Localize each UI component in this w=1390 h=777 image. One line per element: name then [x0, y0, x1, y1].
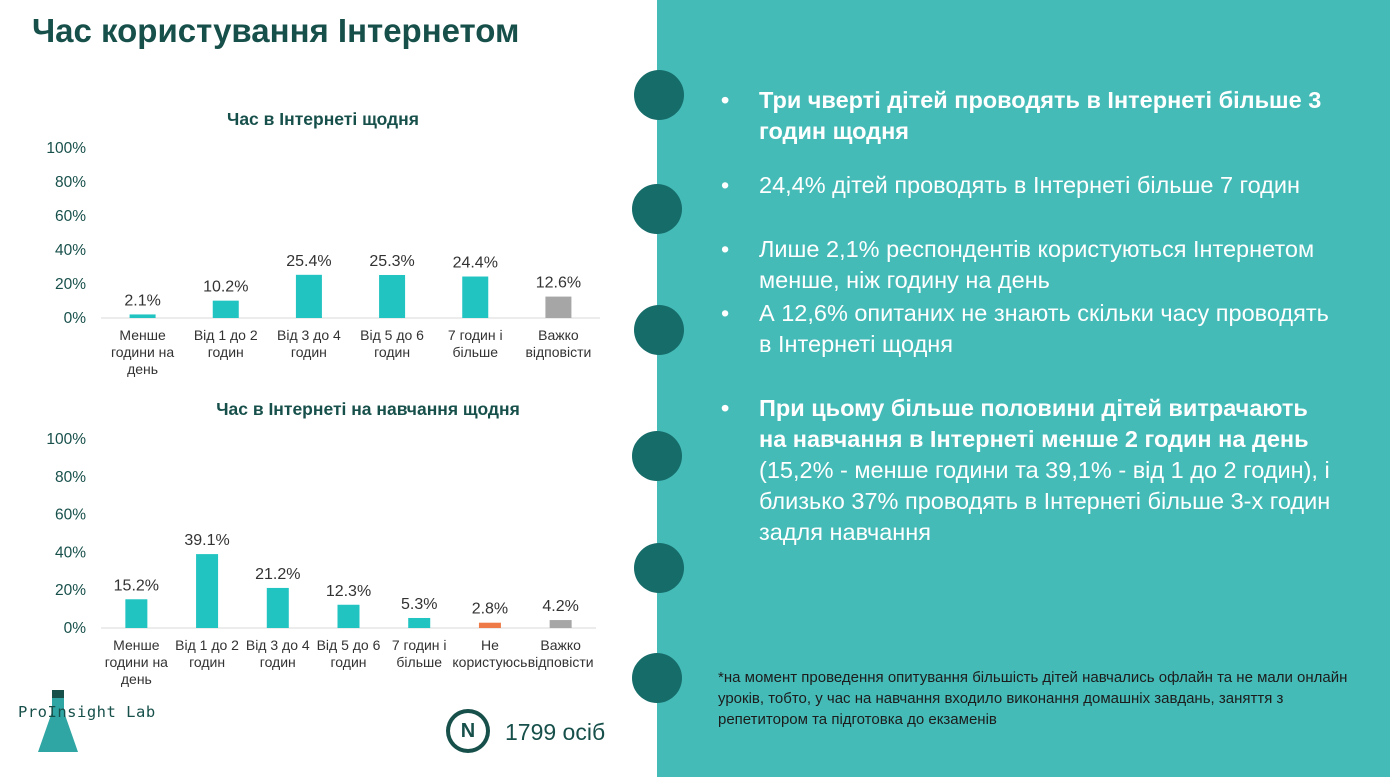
bar [462, 276, 489, 318]
bullet-text: Три чверті дітей проводять в Інтернеті б… [759, 87, 1322, 144]
sample-size: 1799 осіб [505, 719, 606, 745]
data-label: 2.8% [472, 601, 508, 618]
data-label: 25.4% [286, 253, 331, 270]
y-tick-label: 40% [55, 242, 86, 259]
x-tick-label: більше [396, 654, 442, 670]
x-tick-label: день [127, 361, 158, 377]
data-label: 15.2% [114, 577, 159, 594]
bar [337, 604, 360, 628]
y-tick-label: 20% [55, 276, 86, 293]
data-label: 21.2% [255, 566, 300, 583]
sample-badge-icon: N [446, 709, 490, 753]
bullet-marker: • [721, 300, 730, 326]
y-tick-label: 60% [55, 208, 86, 225]
x-tick-label: користуюсь [452, 654, 527, 670]
y-tick-label: 20% [55, 582, 86, 599]
x-tick-label: більше [452, 344, 498, 360]
x-tick-label: відповісти [528, 654, 594, 670]
x-tick-label: 7 годин і [448, 327, 503, 343]
bullet-marker: • [721, 172, 730, 198]
bullet-text-rest: (15,2% - менше години та 39,1% - від 1 д… [759, 457, 1331, 545]
x-tick-label: відповісти [525, 344, 591, 360]
x-tick-label: годин [189, 654, 225, 670]
bullet-text: 24,4% дітей проводять в Інтернеті більше… [759, 172, 1300, 198]
chart-title: Час в Інтернеті на навчання щодня [216, 399, 520, 419]
bar [295, 274, 322, 318]
bullet-text: А 12,6% опитаних не знають скільки часу … [759, 300, 1329, 357]
x-tick-label: Від 3 до 4 [246, 637, 310, 653]
data-label: 4.2% [542, 598, 578, 615]
divider-circle [632, 184, 682, 234]
bar [129, 314, 156, 318]
bullet-text-bold: При цьому більше половини дітей витрачаю… [759, 395, 1309, 452]
chart-title: Час в Інтернеті щодня [227, 109, 419, 129]
bullet-text: Лише 2,1% респондентів користуються Інте… [759, 236, 1315, 293]
page-title: Час користування Інтернетом [32, 12, 520, 49]
data-label: 10.2% [203, 279, 248, 296]
bar [545, 296, 572, 318]
bar [212, 300, 239, 318]
x-tick-label: години на [111, 344, 174, 360]
bar [478, 622, 501, 628]
x-tick-label: Від 3 до 4 [277, 327, 341, 343]
data-label: 12.6% [536, 275, 581, 292]
data-label: 2.1% [124, 292, 160, 309]
data-label: 12.3% [326, 583, 371, 600]
data-label: 24.4% [453, 255, 498, 272]
y-tick-label: 100% [46, 140, 86, 157]
flask-logo-icon [38, 690, 78, 752]
y-tick-label: 0% [64, 310, 87, 327]
left-panel [0, 0, 657, 777]
x-tick-label: годин [291, 344, 327, 360]
y-tick-label: 60% [55, 507, 86, 524]
x-tick-label: годин [260, 654, 296, 670]
x-tick-label: Важко [540, 637, 581, 653]
divider-circle [634, 70, 684, 120]
x-tick-label: Менше [119, 327, 166, 343]
x-tick-label: Від 5 до 6 [360, 327, 424, 343]
bullet-marker: • [721, 236, 730, 262]
footnote: *на момент проведення опитування більшіс… [718, 669, 1348, 728]
x-tick-label: Важко [538, 327, 579, 343]
bar [549, 620, 572, 628]
divider-circle [632, 653, 682, 703]
x-tick-label: Від 1 до 2 [175, 637, 239, 653]
x-tick-label: годин [374, 344, 410, 360]
bullet-text: При цьому більше половини дітей витрачаю… [759, 393, 1339, 548]
bar [408, 617, 431, 628]
bar [196, 554, 219, 628]
x-tick-label: годин [208, 344, 244, 360]
chart-daily-internet-time: Час в Інтернеті щодня 100% 80% 60% 40% 20% 0% 2… [46, 109, 600, 377]
bullet-marker: • [721, 87, 730, 113]
x-tick-label: годин [331, 654, 367, 670]
bar [125, 599, 148, 628]
x-tick-label: години на [105, 654, 168, 670]
y-tick-label: 100% [46, 431, 86, 448]
logo-text: ProInsight Lab [18, 703, 156, 721]
data-label: 25.3% [369, 253, 414, 270]
right-panel [657, 0, 1390, 777]
bar [379, 274, 406, 318]
divider-circle [634, 543, 684, 593]
x-tick-label: Менше [113, 637, 160, 653]
y-tick-label: 40% [55, 544, 86, 561]
chart-study-internet-time: Час в Інтернеті на навчання щодня 100% 80%… [46, 399, 596, 687]
y-tick-label: 80% [55, 469, 86, 486]
data-label: 5.3% [401, 596, 437, 613]
y-tick-label: 0% [64, 620, 87, 637]
x-tick-label: 7 годин і [392, 637, 447, 653]
divider-circle [632, 431, 682, 481]
bullet-marker: • [721, 395, 730, 421]
divider-circle [634, 305, 684, 355]
x-tick-label: день [121, 671, 152, 687]
x-tick-label: Від 5 до 6 [317, 637, 381, 653]
x-tick-label: Від 1 до 2 [194, 327, 258, 343]
sample-badge-letter: N [450, 713, 486, 749]
bar [266, 587, 289, 628]
y-tick-label: 80% [55, 174, 86, 191]
x-tick-label: Не [481, 637, 499, 653]
data-label: 39.1% [184, 532, 229, 549]
